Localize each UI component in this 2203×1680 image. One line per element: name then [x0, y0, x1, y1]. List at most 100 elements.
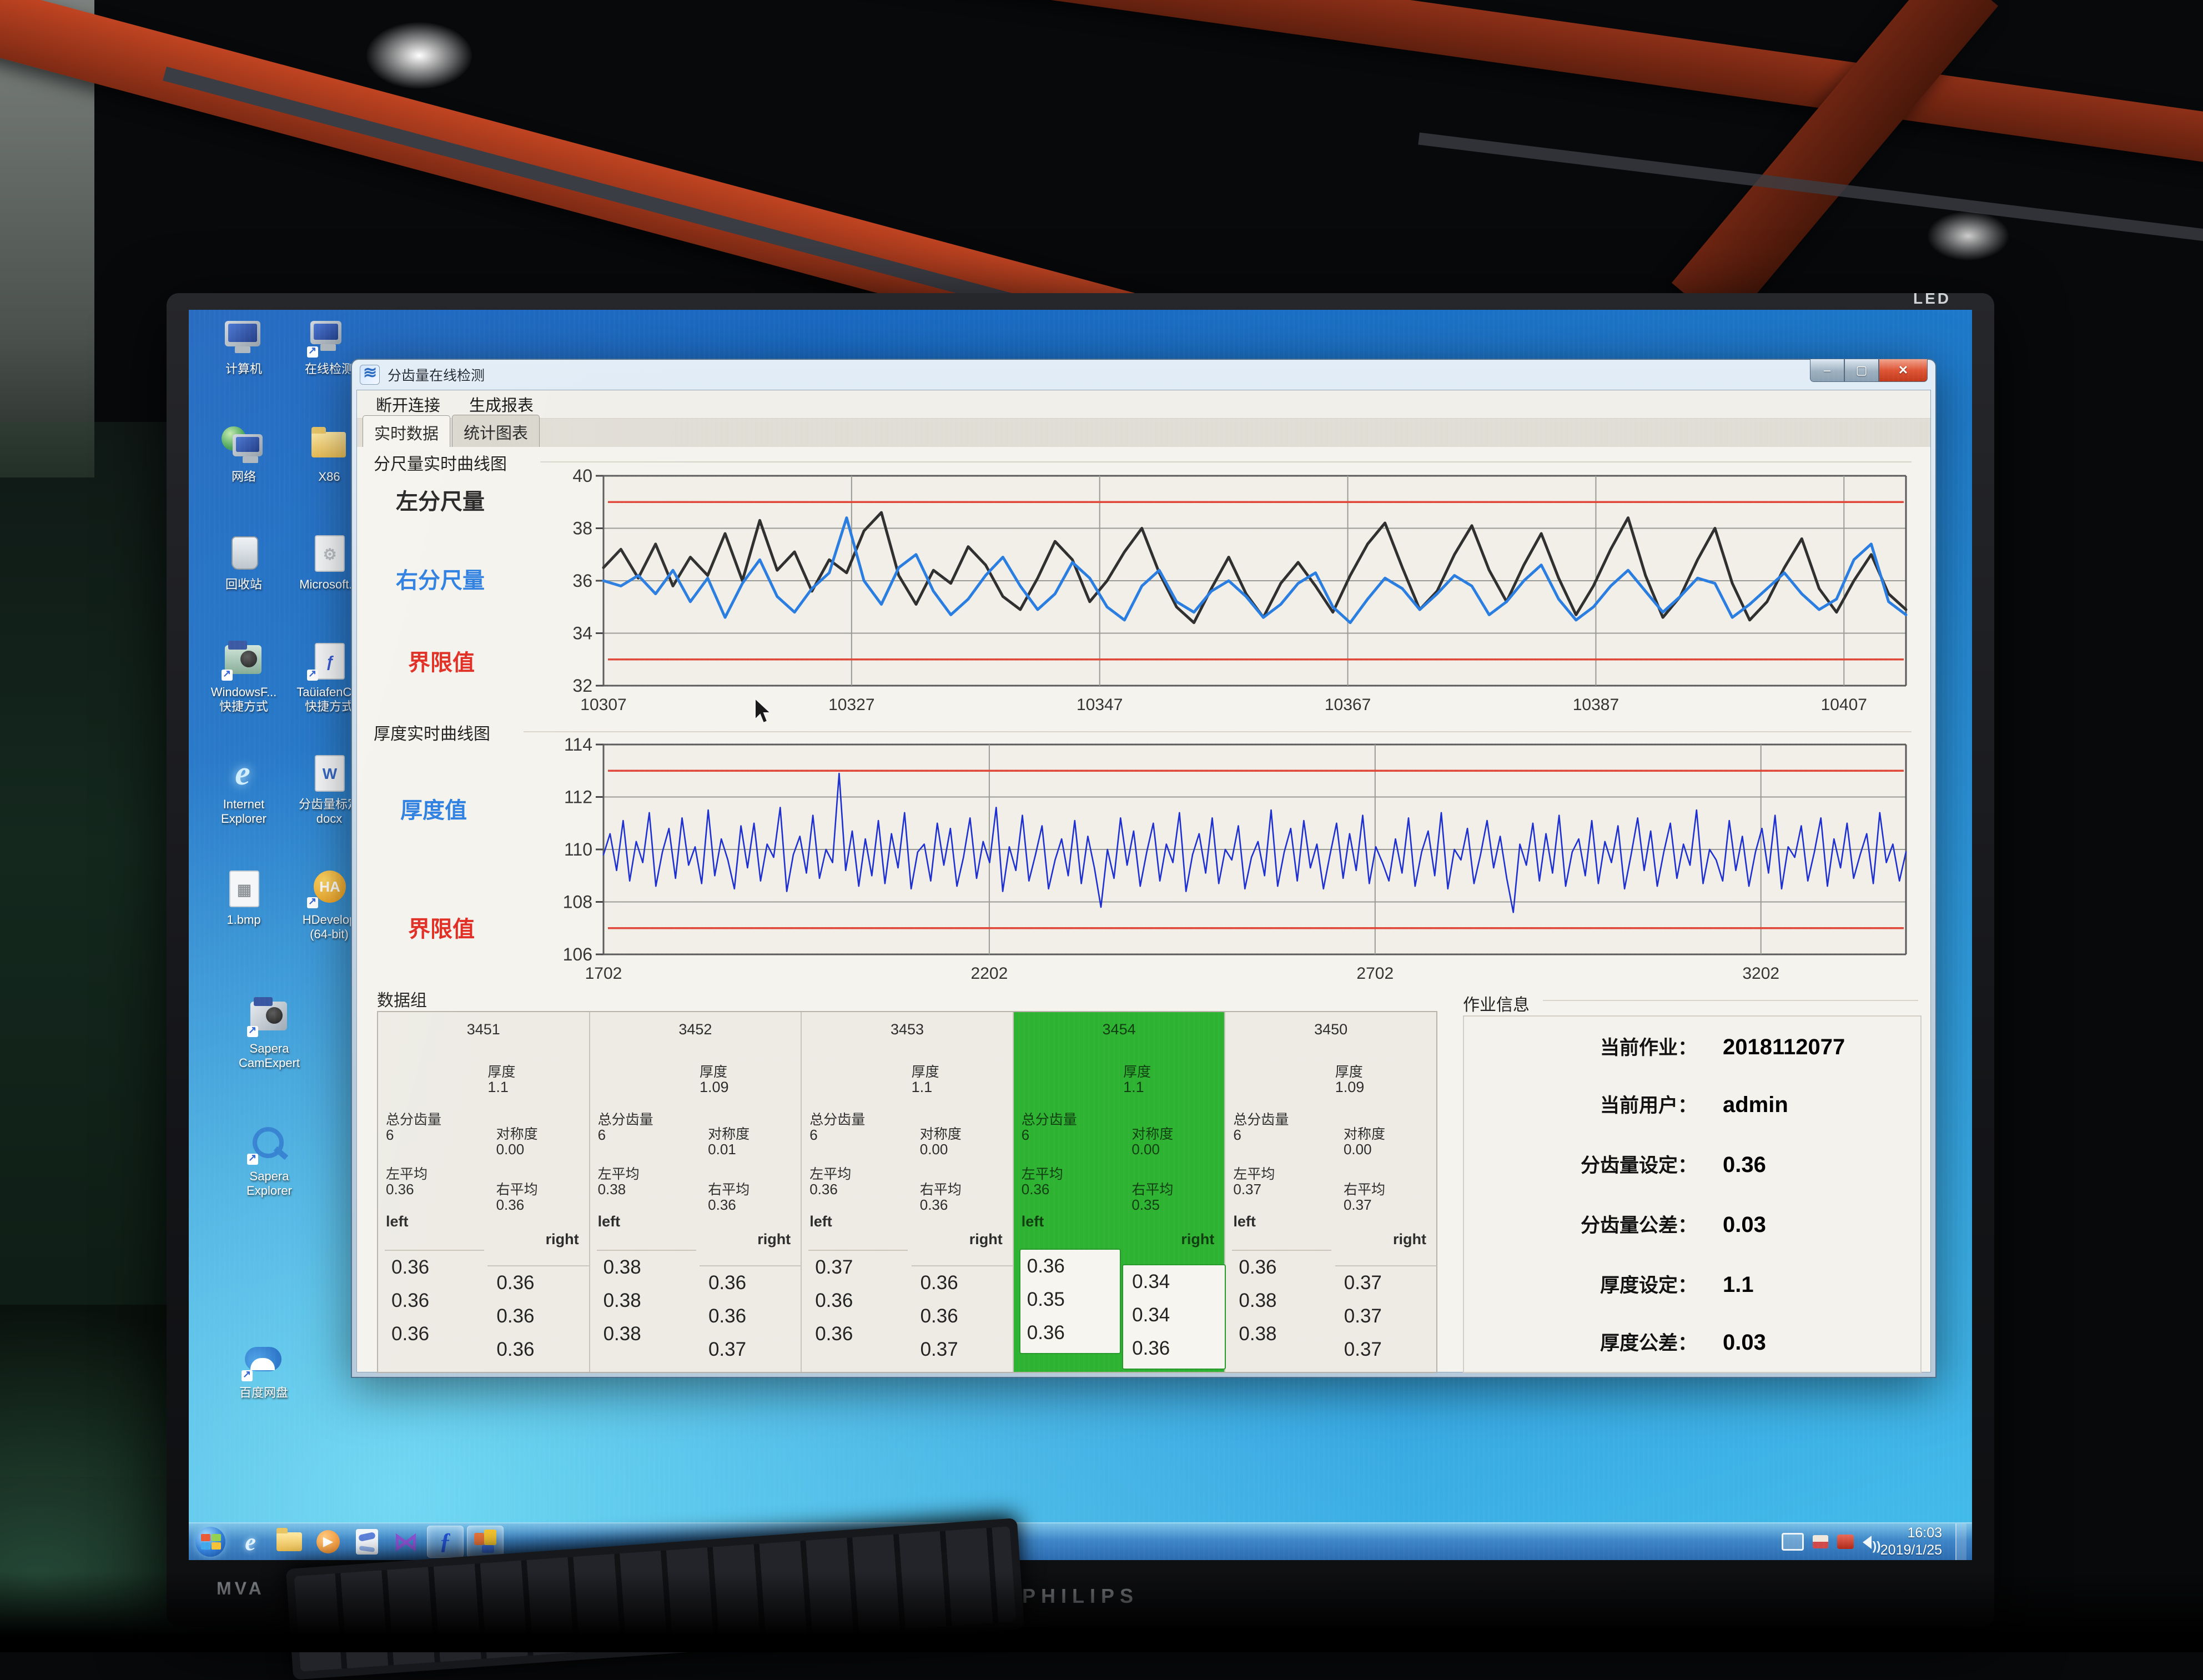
camera-icon [246, 998, 293, 1037]
svg-text:32: 32 [572, 676, 592, 696]
right-values: 0.34 0.34 0.36 [1123, 1265, 1225, 1369]
desktop-icon-recycle-bin[interactable]: 回收站 [202, 534, 285, 592]
total-label: 总分齿量 [1022, 1109, 1077, 1129]
symmetry-label: 对称度 [1344, 1123, 1385, 1143]
value-cell: 0.36 [391, 1317, 484, 1351]
clock[interactable]: 16:03 2019/1/25 [1880, 1525, 1947, 1560]
data-column-3454-selected[interactable]: 3454 厚度 1.1 总分齿量 6 对称度 0.00 左平均 0.36 右平均 [1014, 1012, 1226, 1372]
legend-left-measure: 左分尺量 [396, 484, 485, 516]
desktop-icon-windowsf-shortcut[interactable]: WindowsF... 快捷方式 [202, 642, 285, 715]
total-value: 6 [598, 1126, 606, 1144]
display-tray-icon[interactable] [1782, 1533, 1804, 1551]
left-list-label: left [1022, 1213, 1044, 1230]
value-cell: 0.36 [1027, 1250, 1120, 1283]
start-button[interactable] [195, 1527, 225, 1557]
taskbar-media-player[interactable]: ▶ [310, 1526, 346, 1557]
data-column-3453[interactable]: 3453 厚度 1.1 总分齿量 6 对称度 0.00 左平均 0.36 右平均 [802, 1012, 1014, 1372]
thickness-label: 厚度 [1335, 1061, 1363, 1081]
volume-icon[interactable] [1863, 1536, 1872, 1549]
taskbar-internet-explorer[interactable]: e [233, 1526, 268, 1557]
value-cell: 0.37 [708, 1333, 801, 1366]
left-values: 0.36 0.35 0.36 [1020, 1250, 1120, 1353]
data-column-3450[interactable]: 3450 厚度 1.09 总分齿量 6 对称度 0.00 左平均 0.37 右平… [1225, 1012, 1436, 1372]
taskbar-active-window[interactable] [467, 1526, 504, 1558]
symmetry-value: 0.00 [920, 1141, 948, 1158]
thickness-value: 1.1 [487, 1079, 509, 1096]
thickness-label: 厚度 [912, 1061, 939, 1081]
left-avg-value: 0.37 [1233, 1181, 1261, 1198]
value-cell: 0.36 [1132, 1332, 1225, 1365]
magnifier-icon [246, 1126, 293, 1165]
legend-right-measure: 右分尺量 [396, 562, 485, 595]
desktop-icon-cloud-drive[interactable]: 百度网盘 [222, 1342, 305, 1400]
right-avg-label: 右平均 [1344, 1179, 1385, 1199]
legend-thickness: 厚度值 [400, 792, 467, 824]
svg-text:2202: 2202 [971, 964, 1008, 983]
tab-statistics-chart[interactable]: 统计图表 [452, 415, 540, 447]
value-cell: 0.34 [1132, 1299, 1225, 1332]
value-cell: 0.36 [496, 1266, 589, 1300]
close-button[interactable]: ✕ [1879, 359, 1928, 382]
taskbar-detect-app[interactable]: ƒ [427, 1526, 464, 1558]
right-avg-value: 0.37 [1344, 1196, 1372, 1214]
taskbar-paint[interactable] [349, 1526, 385, 1557]
maximize-button[interactable]: ▢ [1844, 359, 1879, 382]
total-label: 总分齿量 [386, 1109, 441, 1129]
left-avg-label: 左平均 [1233, 1163, 1275, 1183]
screen: 计算机 网络 回收站 WindowsF... 快捷方式 e Internet E… [189, 310, 1972, 1560]
total-value: 6 [386, 1126, 394, 1144]
chart2-title: 厚度实时曲线图 [374, 720, 500, 745]
value-cell: 0.38 [1239, 1284, 1331, 1317]
svg-text:10327: 10327 [828, 696, 874, 714]
left-avg-label: 左平均 [1022, 1163, 1063, 1183]
taskbar-visual-studio[interactable]: ⋈ [388, 1526, 424, 1557]
value-cell: 0.36 [391, 1251, 484, 1284]
desktop-icon-sapera-explorer[interactable]: Sapera Explorer [228, 1126, 311, 1199]
detect-app-icon: ƒ [440, 1528, 451, 1555]
value-cell: 0.38 [603, 1251, 696, 1284]
left-list-label: left [809, 1213, 832, 1230]
folder-icon [306, 426, 353, 465]
svg-text:10407: 10407 [1821, 696, 1867, 714]
internet-explorer-icon: e [220, 754, 267, 793]
column-id: 3451 [378, 1021, 589, 1038]
desktop-icon-internet-explorer[interactable]: e Internet Explorer [202, 754, 285, 827]
svg-text:112: 112 [564, 787, 592, 807]
data-grid: 3451 厚度 1.1 总分齿量 6 对称度 0.00 左平均 0.36 右平均 [377, 1011, 1437, 1373]
left-avg-value: 0.38 [598, 1181, 626, 1198]
app-window: 分齿量在线检测 – ▢ ✕ 断开连接 生成报表 实时数据 统计图表 [351, 359, 1937, 1378]
value-cell: 0.36 [391, 1284, 484, 1317]
desktop-icon-bmp-file[interactable]: ▦ 1.bmp [202, 869, 285, 927]
tab-realtime-data[interactable]: 实时数据 [363, 415, 450, 448]
svg-text:40: 40 [572, 469, 592, 486]
jobinfo-value: 0.36 [1723, 1153, 1766, 1178]
right-avg-label: 右平均 [920, 1179, 962, 1199]
desktop-icon-sapera-camexpert[interactable]: Sapera CamExpert [228, 998, 311, 1071]
value-cell: 0.36 [708, 1266, 801, 1300]
show-desktop-button[interactable] [1955, 1523, 1966, 1560]
datagroup-title: 数据组 [377, 987, 427, 1011]
right-values: 0.36 0.36 0.37 [700, 1265, 801, 1370]
word-doc-icon: W [306, 754, 353, 793]
data-column-3451[interactable]: 3451 厚度 1.1 总分齿量 6 对称度 0.00 左平均 0.36 右平均 [378, 1012, 590, 1372]
jobinfo-value: 0.03 [1723, 1330, 1766, 1355]
menu-item-disconnect[interactable]: 断开连接 [361, 390, 455, 418]
action-center-icon[interactable] [1813, 1535, 1828, 1548]
svg-text:110: 110 [564, 839, 592, 859]
antivirus-tray-icon[interactable] [1837, 1535, 1854, 1549]
menu-item-generate-report[interactable]: 生成报表 [455, 390, 548, 418]
system-tray: 16:03 2019/1/25 [1782, 1523, 1972, 1560]
desktop-icon-computer[interactable]: 计算机 [202, 319, 285, 376]
svg-text:10387: 10387 [1573, 696, 1619, 714]
taskbar-file-explorer[interactable] [271, 1526, 307, 1557]
minimize-button[interactable]: – [1810, 359, 1844, 382]
svg-text:10367: 10367 [1325, 696, 1371, 714]
value-cell: 0.38 [1239, 1317, 1331, 1351]
data-column-3452[interactable]: 3452 厚度 1.09 总分齿量 6 对称度 0.01 左平均 0.38 右平… [590, 1012, 802, 1372]
desktop-icon-network[interactable]: 网络 [202, 426, 285, 484]
titlebar[interactable]: 分齿量在线检测 – ▢ ✕ [352, 360, 1935, 390]
svg-text:2702: 2702 [1356, 964, 1394, 983]
left-list-label: left [386, 1213, 409, 1230]
left-avg-label: 左平均 [809, 1163, 851, 1183]
right-avg-label: 右平均 [1131, 1179, 1173, 1199]
